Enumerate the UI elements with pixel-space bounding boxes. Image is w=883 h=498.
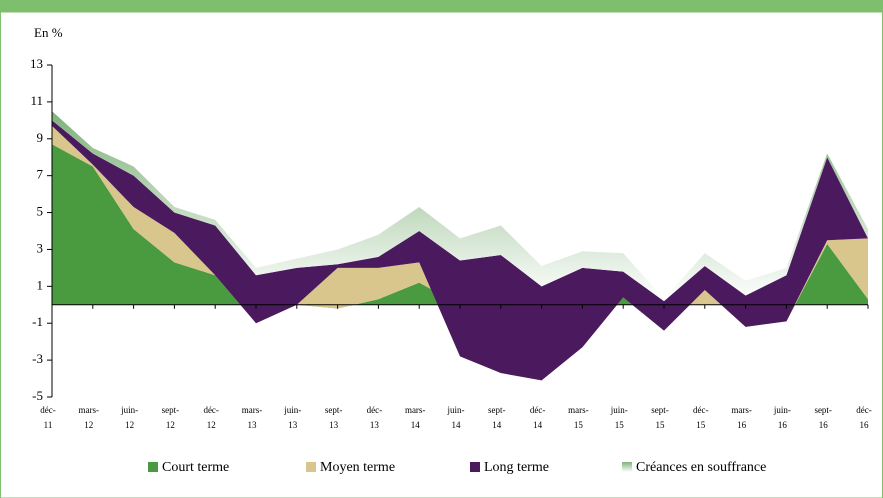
x-tick-label: juin-16 [773,405,791,430]
x-tick-label: déc-16 [856,405,872,430]
legend-swatch [622,462,632,472]
y-tick-label: 7 [37,167,44,182]
x-tick-label: juin-13 [283,405,301,430]
x-tick-label: sept-13 [325,405,343,430]
x-tick-label: sept-15 [651,405,669,430]
y-tick-label: 1 [37,277,44,292]
header-bar [0,0,883,12]
y-tick-label: -3 [32,351,43,366]
x-tick-label: sept-12 [162,405,180,430]
x-tick-label: mars-15 [568,405,589,430]
x-tick-label: juin-14 [447,405,465,430]
x-tick-label: sept-14 [488,405,506,430]
y-tick-label: -5 [32,388,43,403]
x-tick-label: juin-12 [120,405,138,430]
x-tick-label: déc-11 [40,405,56,430]
y-tick-label: -1 [32,314,43,329]
x-tick-label: déc-15 [693,405,709,430]
legend-label: Court terme [162,460,229,475]
legend-swatch [470,462,480,472]
legend-swatch [148,462,158,472]
x-tick-label: sept-16 [814,405,832,430]
y-tick-label: 3 [37,240,44,255]
legend-label: Moyen terme [320,460,395,475]
area [52,144,868,322]
legend-swatch [306,462,316,472]
y-axis-label: En % [34,25,63,40]
x-tick-label: déc-14 [530,405,546,430]
y-tick-label: 5 [37,204,44,219]
y-tick-label: 11 [30,93,43,108]
x-tick-label: mars-14 [405,405,426,430]
x-tick-label: déc-13 [367,405,383,430]
x-tick-label: déc-12 [203,405,219,430]
y-tick-label: 13 [30,56,43,71]
area [52,120,868,381]
legend-label: Créances en souffrance [636,460,766,475]
legend-label: Long terme [484,460,549,475]
x-tick-label: mars-13 [242,405,263,430]
x-tick-label: juin-15 [610,405,628,430]
x-tick-label: mars-12 [79,405,100,430]
x-tick-label: mars-16 [731,405,752,430]
y-tick-label: 9 [37,130,44,145]
